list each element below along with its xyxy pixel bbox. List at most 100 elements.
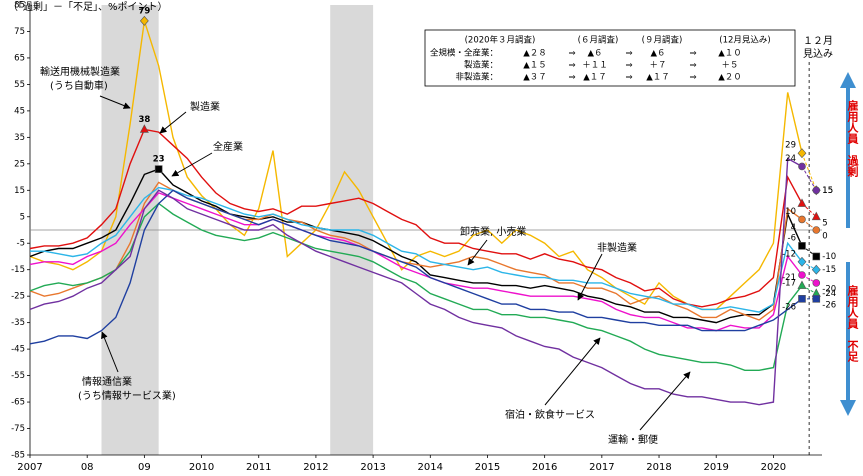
x-tick-label: 2007 [17,462,42,473]
table-cell: ▲１０ [718,49,742,59]
marker [811,264,821,275]
y-tick-label: -85 [11,451,25,461]
x-tick-label: 2018 [646,462,671,473]
y-tick-label: 15 [14,186,25,196]
y-tick-label: 5 [20,212,25,222]
label-arrow [467,239,488,266]
label-arrow [99,95,131,109]
forecast-label: 15 [822,186,833,196]
y-tick-label: 85 [14,1,25,11]
forecast-label: -15 [822,265,836,275]
table-cell: ⇒ [689,61,696,71]
forecast-label: 見込み [803,48,833,60]
forecast-label: -10 [822,252,836,262]
table-cell: 全規模・全産業： [430,48,498,59]
series-name: 全産業 [213,140,243,153]
series-line [29,192,803,332]
sept-label: -26 [782,302,796,312]
table-cell: ⇒ [568,61,575,71]
table-cell: ⇒ [625,61,632,71]
x-tick-label: 09 [138,462,151,473]
table-cell: 製造業： [464,60,498,71]
forecast-label: 0 [822,232,827,242]
y-tick-label: 55 [14,80,25,90]
y-tick-label: 35 [14,133,25,143]
series-name: 卸売業, 小売業 [460,225,526,238]
table-cell: ▲６ [587,49,602,59]
y-tick-label: -65 [11,398,25,408]
forecast-label: １２月 [803,35,833,47]
table-cell: ▲１５ [523,61,547,71]
x-tick-label: 2019 [703,462,728,473]
marker [798,215,806,224]
table-cell: ＋１１ [582,61,608,71]
series-name: 運輸・郵便 [608,433,658,446]
marker [811,211,821,221]
marker [139,124,149,133]
series-line [29,189,803,345]
peak-label: 38 [138,115,150,125]
table-header: (６月調査) [578,35,619,46]
table-cell: ＋５ [721,61,738,71]
sept-label: -12 [782,249,796,259]
forecast-label: -20 [822,284,836,294]
marker [798,162,806,171]
axis-note: （「過剰」－「不足」、%ポイント） [8,1,168,13]
y-tick-label: -55 [11,371,25,381]
table-cell: ▲１７ [583,73,607,83]
sept-label: -21 [782,273,796,283]
table-cell: ⇒ [689,49,696,59]
marker [812,279,821,287]
series-line [29,128,803,308]
series-name: 非製造業 [597,241,637,254]
marker [797,256,807,267]
forecast-line [801,153,817,191]
series-name: 情報通信業 [82,375,132,388]
series-subname: (うち情報サービス業) [78,389,176,402]
sept-label: -6 [788,233,796,243]
forecast-label: -24 [822,289,836,299]
shortage-label: 雇用人員 不足 [846,284,860,363]
marker [798,242,806,250]
y-tick-label: -25 [11,292,25,302]
sept-label: 4 [791,223,796,233]
y-tick-label: 75 [14,27,25,37]
series-name: 製造業 [190,100,220,113]
x-tick-label: 2013 [360,462,385,473]
y-tick-label: -75 [11,424,25,434]
marker [812,295,821,303]
table-cell: ▲１７ [646,73,670,83]
x-tick-label: 2011 [246,462,271,473]
peak-label: 79 [138,6,150,16]
lines-layer [29,20,817,406]
x-tick-label: 2010 [189,462,214,473]
table-header: (12月見込み) [719,35,770,46]
series-line [29,20,803,311]
y-tick-label: 65 [14,53,25,63]
forecast-label: 5 [822,218,827,228]
y-tick-label: 45 [14,106,25,116]
table-cell: ⇒ [568,73,575,83]
series-line [30,186,803,313]
excess-label: 雇用人員 過剰 [846,99,860,178]
table-cell: ⇒ [625,73,632,83]
series-line [29,157,803,406]
sept-label: 24 [785,154,796,164]
x-tick-label: 08 [81,462,94,473]
marker [797,198,807,207]
y-tick-label: -35 [11,318,25,328]
sept-label: 29 [785,141,796,151]
x-tick-label: 2017 [589,462,614,473]
marker [139,15,149,26]
marker [798,295,806,303]
table-cell: 非製造業： [455,72,498,83]
sept-label: -17 [782,279,796,289]
x-tick-label: 2012 [303,462,328,473]
table-cell: ▲２８ [523,49,547,59]
table-cell: ▲６ [650,49,665,59]
table-header: (９月調査) [642,35,683,46]
x-tick-label: 2016 [532,462,557,473]
table-cell: ▲２０ [718,73,742,83]
labels-layer: （「過剰」－「不足」、%ポイント） 雇用人員 過剰 雇用人員 不足 １２月 見込… [8,1,860,474]
